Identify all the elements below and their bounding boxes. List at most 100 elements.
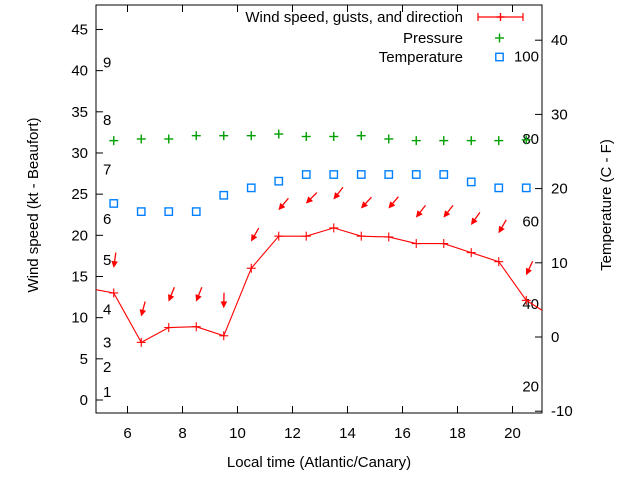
- pressure-marker: [164, 134, 174, 144]
- wind-speed-marker: [109, 288, 119, 298]
- wind-speed-marker: [191, 322, 201, 332]
- wind-speed-marker: [274, 231, 284, 241]
- wind-speed-marker: [439, 239, 449, 249]
- x-tick-label: 10: [229, 425, 246, 442]
- y-right-tick-label: 30: [551, 106, 568, 123]
- temperature-marker: [329, 170, 339, 179]
- x-tick-label: 16: [394, 425, 411, 442]
- wind-speed-marker: [246, 263, 256, 273]
- wind-direction-arrow: [251, 227, 260, 242]
- wind-speed-marker: [301, 231, 311, 241]
- x-tick-label: 14: [339, 425, 356, 442]
- wind-speed-marker: [356, 231, 366, 241]
- legend-label-temperature: Temperature: [378, 49, 463, 66]
- pressure-marker: [219, 131, 229, 141]
- wind-speed-line: [95, 227, 543, 344]
- y-left-tick-label: 10: [71, 310, 88, 327]
- fahrenheit-label: 20: [522, 378, 539, 395]
- wind-direction-arrow: [470, 211, 481, 226]
- beaufort-label: 1: [103, 384, 111, 401]
- y-left-tick-label: 25: [71, 186, 88, 203]
- temperature-marker: [136, 207, 146, 217]
- x-tick-label: 6: [123, 425, 131, 442]
- legend-label-wind: Wind speed, gusts, and direction: [245, 9, 463, 26]
- wind-speed-marker: [411, 239, 421, 249]
- wind-speed-marker: [329, 223, 339, 233]
- pressure-marker: [521, 135, 531, 145]
- pressure-marker: [191, 131, 201, 141]
- beaufort-label: 5: [103, 252, 111, 269]
- legend-temperature-sample: [495, 52, 504, 62]
- y-axis-label-left: Wind speed (kt - Beaufort): [25, 117, 42, 293]
- pressure-marker: [136, 134, 146, 144]
- x-tick-label: 12: [284, 425, 301, 442]
- temperature-marker: [466, 177, 476, 187]
- y-left-tick-label: 20: [71, 227, 88, 244]
- wind-direction-arrow: [525, 260, 534, 276]
- wind-direction-arrow: [333, 186, 344, 200]
- y-right-tick-label: 10: [551, 255, 568, 272]
- wind-direction-arrow: [139, 301, 147, 317]
- wind-direction-arrow: [415, 204, 426, 218]
- wind-speed-marker: [466, 248, 476, 258]
- wind-direction-arrow: [305, 192, 318, 204]
- y-left-tick-label: 45: [71, 21, 88, 38]
- temperature-marker: [109, 199, 119, 208]
- x-tick-label: 8: [178, 425, 186, 442]
- y-right-tick-label: 40: [551, 32, 568, 49]
- wind-direction-arrow: [443, 204, 454, 218]
- y-left-tick-label: 0: [80, 392, 88, 409]
- temperature-marker: [384, 170, 394, 179]
- pressure-marker: [494, 136, 504, 146]
- pressure-marker: [411, 136, 421, 146]
- pressure-marker: [329, 132, 339, 142]
- legend-wind-sample: [496, 13, 505, 21]
- x-axis-label: Local time (Atlantic/Canary): [226, 454, 412, 471]
- y-axis-label-right: Temperature (C - F): [598, 139, 615, 271]
- wind-direction-arrow: [360, 196, 372, 209]
- y-left-tick-label: 40: [71, 63, 88, 80]
- wind-speed-marker: [521, 295, 531, 305]
- y-right-tick-label: -10: [551, 403, 573, 420]
- y-left-tick-label: 5: [80, 351, 88, 368]
- temperature-marker: [356, 170, 366, 179]
- y-right-tick-label: 20: [551, 181, 568, 198]
- wind-direction-arrow: [498, 219, 507, 234]
- fahrenheit-label: 100: [514, 49, 539, 66]
- y-left-tick-label: 30: [71, 145, 88, 162]
- x-tick-label: 18: [449, 425, 466, 442]
- pressure-marker: [439, 136, 449, 146]
- x-tick-label: 20: [504, 425, 521, 442]
- wind-direction-arrow: [111, 252, 118, 268]
- wind-direction-arrow: [220, 292, 228, 309]
- temperature-marker: [521, 183, 531, 193]
- wind-speed-marker: [219, 331, 229, 341]
- temperature-marker: [439, 170, 449, 179]
- y-right-tick-label: 0: [551, 329, 559, 346]
- temperature-marker: [411, 170, 421, 179]
- wind-direction-arrow: [168, 287, 175, 302]
- temperature-marker: [191, 207, 201, 217]
- y-left-tick-label: 35: [71, 104, 88, 121]
- beaufort-label: 2: [103, 359, 111, 376]
- fahrenheit-label: 60: [522, 214, 539, 231]
- beaufort-label: 8: [103, 112, 111, 129]
- beaufort-label: 4: [103, 301, 111, 318]
- wind-direction-arrow: [278, 197, 289, 211]
- pressure-marker: [274, 129, 284, 139]
- beaufort-label: 3: [103, 334, 111, 351]
- temperature-marker: [274, 176, 284, 186]
- beaufort-label: 9: [103, 54, 111, 71]
- legend-label-pressure: Pressure: [402, 30, 463, 47]
- wind-direction-arrow: [388, 196, 399, 209]
- legend-pressure-sample: [495, 33, 504, 43]
- wind-direction-arrow: [195, 287, 203, 302]
- y-left-tick-label: 15: [71, 268, 88, 285]
- beaufort-label: 7: [103, 161, 111, 178]
- pressure-marker: [356, 131, 366, 141]
- pressure-marker: [301, 132, 311, 142]
- pressure-marker: [246, 131, 256, 141]
- temperature-marker: [164, 207, 174, 217]
